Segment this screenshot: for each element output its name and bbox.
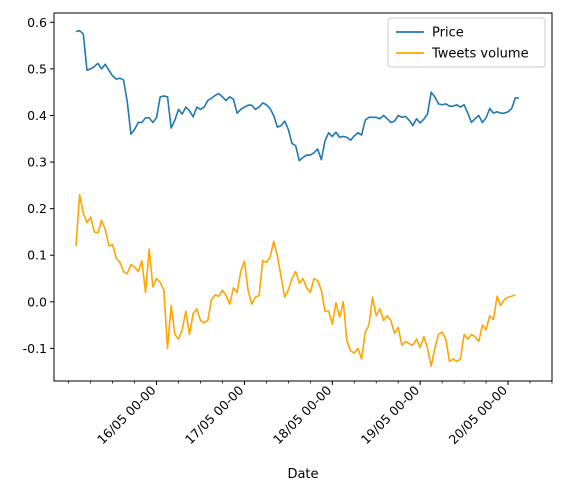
y-axis: -0.1 0.0 0.1 0.2 0.3 0.4 0.5 0.6 xyxy=(23,15,54,356)
x-tick-label: 20/05 00-00 xyxy=(446,382,511,447)
legend-label-price: Price xyxy=(432,26,464,41)
x-tick-label: 17/05 00-00 xyxy=(182,382,247,447)
y-tick-label: 0.6 xyxy=(27,15,47,30)
x-tick-label: 19/05 00-00 xyxy=(358,382,423,447)
y-tick-label: -0.1 xyxy=(23,341,47,356)
y-tick-label: 0.2 xyxy=(27,201,47,216)
y-tick-label: 0.1 xyxy=(27,248,47,263)
legend-label-tweets: Tweets volume xyxy=(431,47,529,62)
plot-frame xyxy=(53,12,553,382)
x-tick-label: 16/05 00-00 xyxy=(94,382,159,447)
x-axis-title: Date xyxy=(287,467,318,482)
y-tick-label: 0.4 xyxy=(27,108,47,123)
x-axis: 16/05 00-00 17/05 00-00 18/05 00-00 19/05 0… xyxy=(68,381,553,447)
x-tick-label: 18/05 00-00 xyxy=(270,382,335,447)
series-line-tweets-volume xyxy=(75,193,516,367)
y-tick-label: 0.3 xyxy=(27,155,47,170)
legend-box xyxy=(387,17,546,68)
legend: Price Tweets volume xyxy=(387,17,546,68)
plot-lines xyxy=(75,29,520,367)
series-line-price xyxy=(75,29,520,162)
y-tick-label: 0.5 xyxy=(27,61,47,76)
y-tick-label: 0.0 xyxy=(27,294,47,309)
